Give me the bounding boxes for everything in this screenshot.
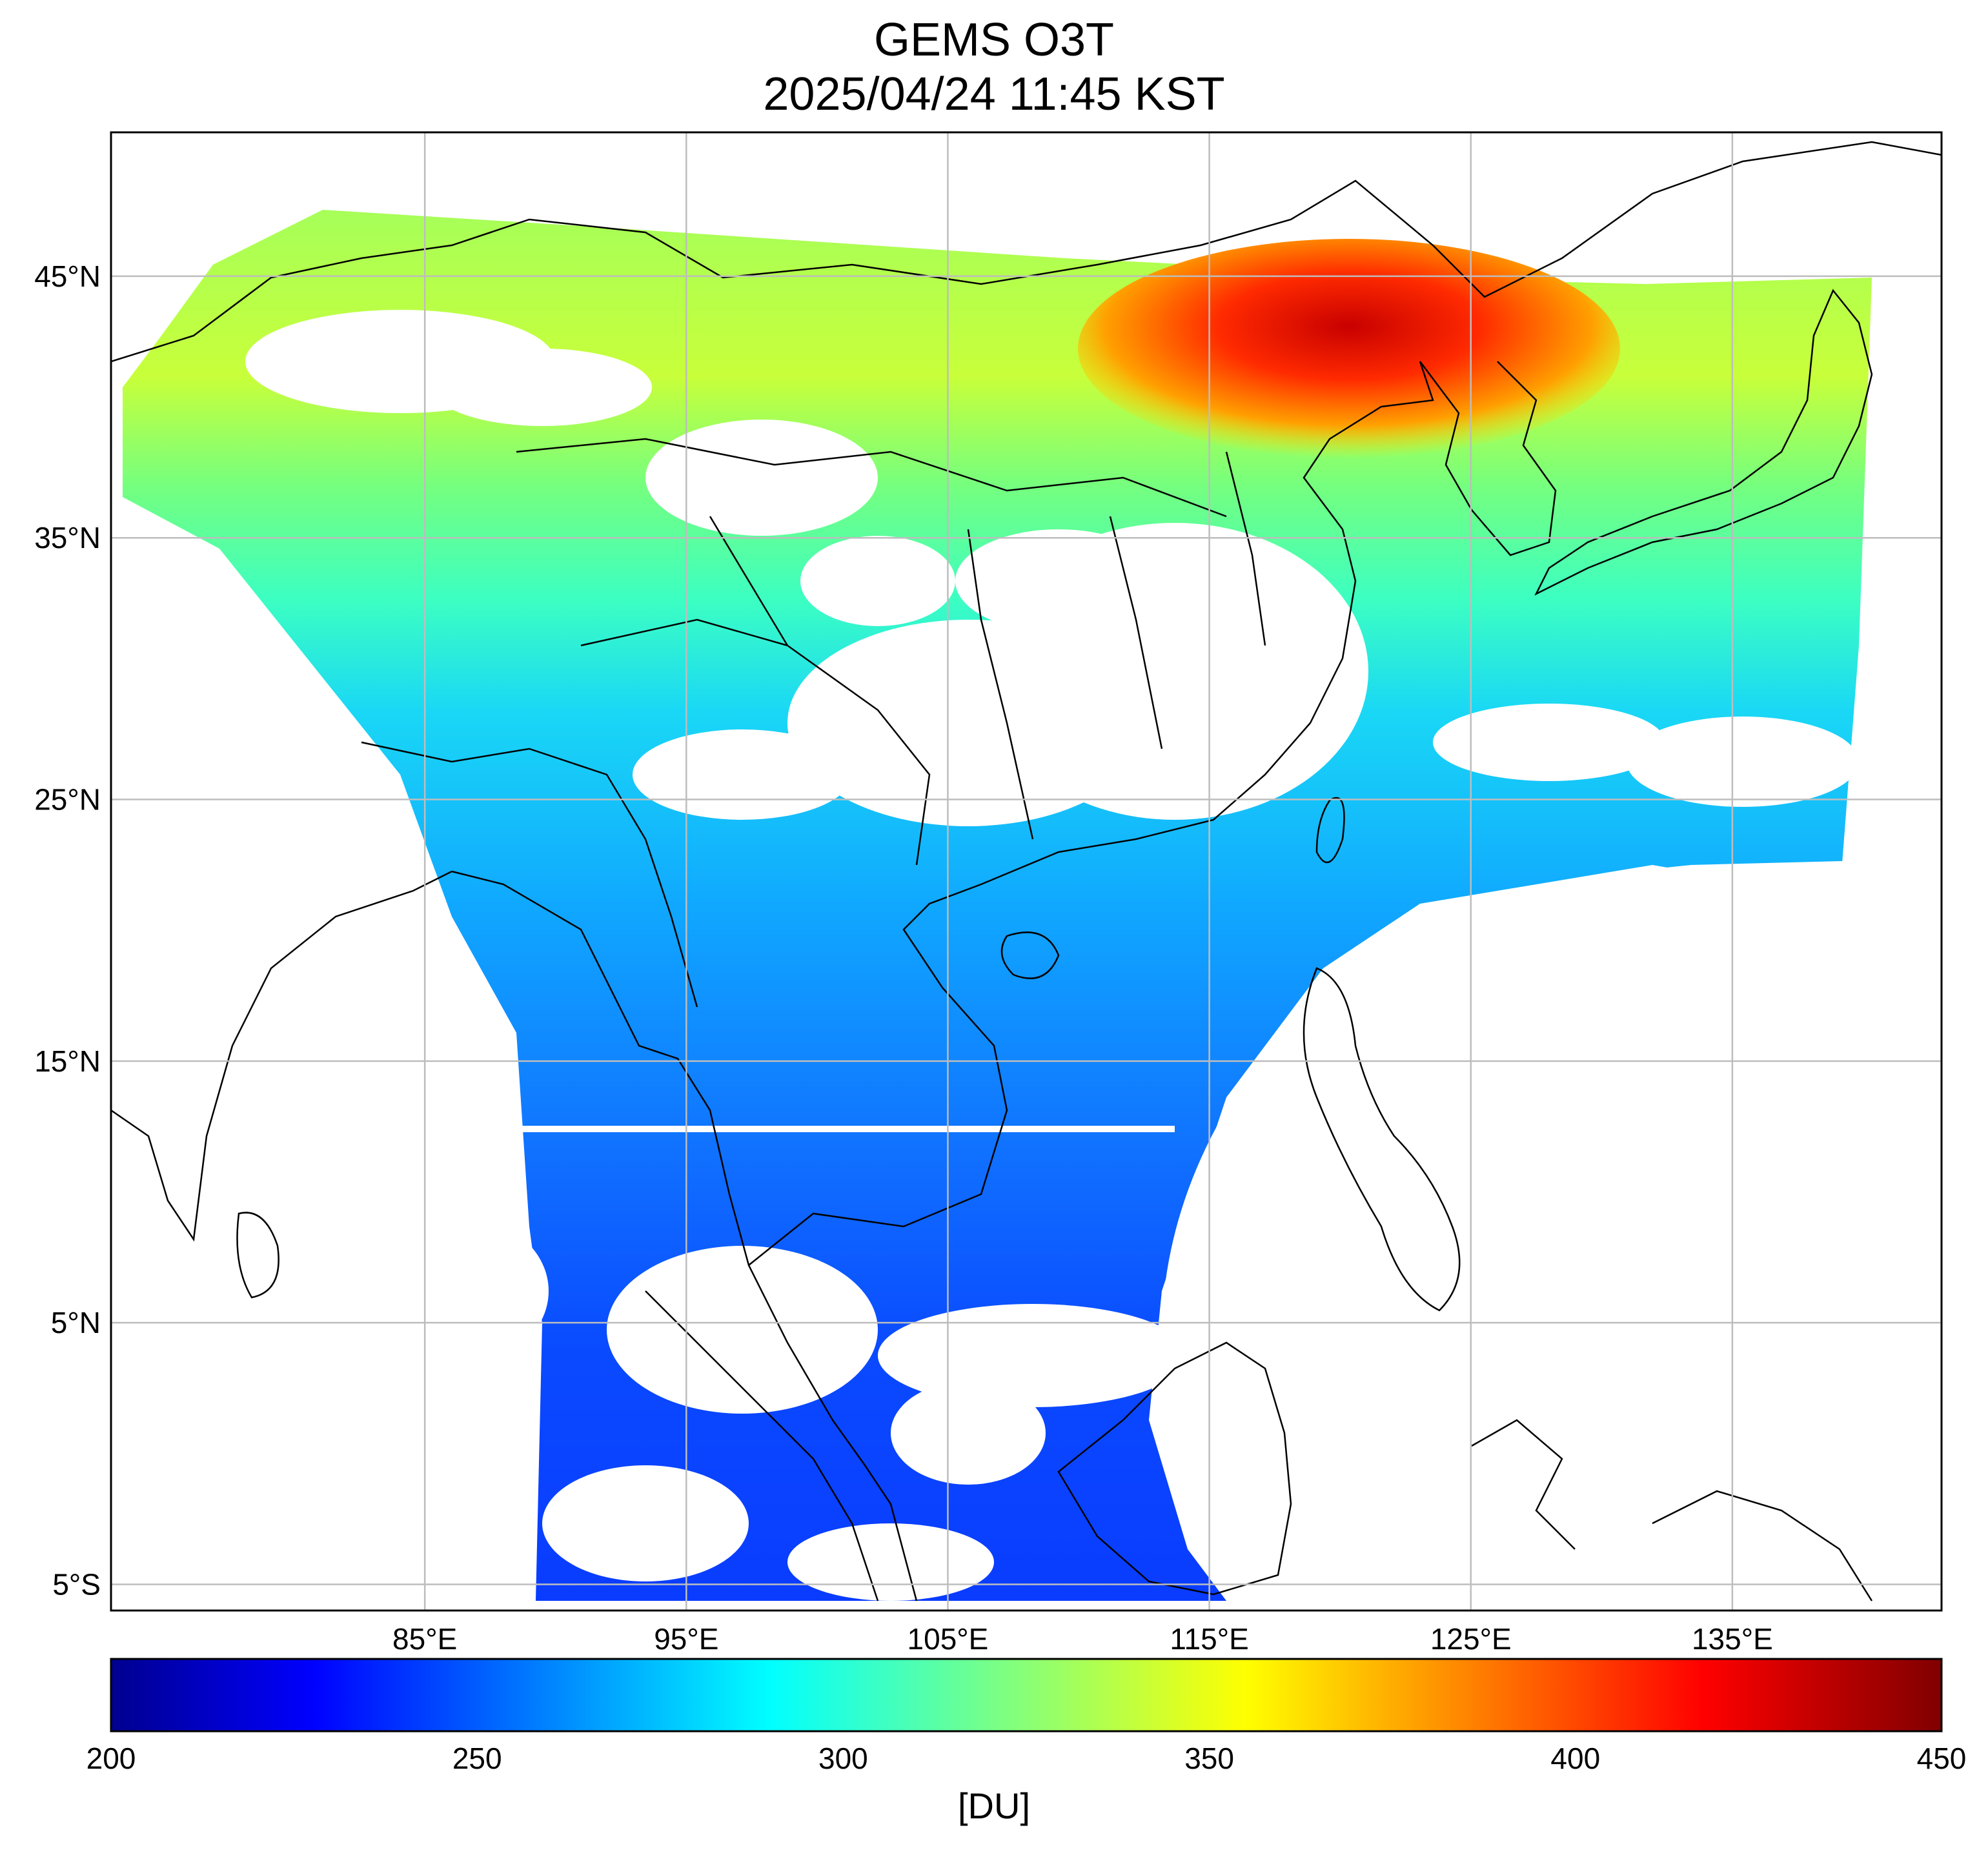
lon-tick-label: 125°E xyxy=(1430,1622,1512,1656)
colorbar-gradient xyxy=(110,1658,1943,1733)
vietnam-coast xyxy=(748,883,1008,1266)
colorbar-tick-label: 400 xyxy=(1550,1742,1600,1775)
colorbar-tick-label: 450 xyxy=(1917,1742,1967,1775)
cloud-masks xyxy=(245,310,1859,1601)
lat-tick-label: 25°N xyxy=(34,783,101,817)
colorbar: 200 250 300 350 400 450 xyxy=(86,1658,1967,1775)
coastlines xyxy=(111,141,1942,1601)
lon-tick-label: 135°E xyxy=(1692,1622,1773,1656)
japan xyxy=(1534,289,1873,596)
hainan xyxy=(1000,931,1060,979)
ozone-field xyxy=(123,210,1942,1611)
colorbar-tick-label: 300 xyxy=(818,1742,868,1775)
high-ozone-region xyxy=(1078,239,1620,458)
philippines xyxy=(1303,967,1461,1312)
interior-borders xyxy=(361,438,1266,1008)
taiwan xyxy=(1315,797,1345,864)
korea xyxy=(1419,361,1557,556)
map-frame xyxy=(110,131,1943,1612)
borneo xyxy=(1057,1341,1292,1596)
indochina-coast xyxy=(451,870,918,1601)
colorbar-tick-label: 200 xyxy=(86,1742,136,1775)
colorbar-unit: [DU] xyxy=(958,1785,1030,1826)
colorbar-tick-label: 250 xyxy=(452,1742,502,1775)
china-coast xyxy=(980,361,1434,886)
lon-tick-label: 85°E xyxy=(392,1622,457,1656)
latitude-labels: 45°N 35°N 25°N 15°N 5°N 5°S xyxy=(34,259,101,1601)
ocean-gap xyxy=(1162,859,1942,1611)
lon-tick-label: 95°E xyxy=(654,1622,718,1656)
colorbar-ticks: 200 250 300 350 400 450 xyxy=(86,1742,1967,1775)
gridlines xyxy=(111,132,1942,1611)
lon-tick-label: 105°E xyxy=(908,1622,989,1656)
india-coast xyxy=(111,870,452,1242)
lat-tick-label: 15°N xyxy=(34,1044,101,1078)
sulawesi-newguinea xyxy=(1471,1419,1873,1601)
lon-tick-label: 115°E xyxy=(1170,1622,1248,1656)
lat-tick-label: 35°N xyxy=(34,521,101,554)
map-title: GEMS O3T xyxy=(873,14,1115,66)
lat-tick-label: 5°N xyxy=(51,1306,101,1339)
sri-lanka xyxy=(236,1212,279,1299)
north-border xyxy=(111,141,1942,363)
sumatra xyxy=(645,1290,879,1601)
colorbar-tick-label: 350 xyxy=(1184,1742,1234,1775)
longitude-labels: 85°E 95°E 105°E 115°E 125°E 135°E xyxy=(392,1622,1773,1656)
swath-area xyxy=(123,210,1872,1601)
lat-tick-label: 5°S xyxy=(52,1567,101,1601)
lat-tick-label: 45°N xyxy=(34,259,101,293)
scan-gap-line xyxy=(510,1126,1175,1132)
map-subtitle: 2025/04/24 11:45 KST xyxy=(763,68,1225,120)
